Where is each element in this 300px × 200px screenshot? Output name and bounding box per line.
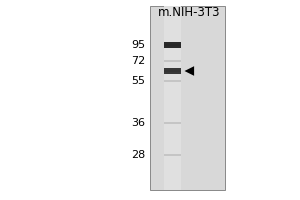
Bar — [164, 6, 181, 190]
Bar — [150, 6, 225, 190]
Bar — [164, 44, 181, 46]
Polygon shape — [184, 66, 194, 76]
Text: 95: 95 — [131, 40, 146, 50]
Bar — [164, 70, 181, 72]
Bar — [164, 154, 181, 156]
Text: 28: 28 — [131, 150, 146, 160]
Bar — [164, 43, 181, 47]
Text: 55: 55 — [131, 76, 146, 86]
Bar — [164, 80, 181, 82]
Bar — [164, 122, 181, 124]
Bar — [164, 60, 181, 62]
Text: m.NIH-3T3: m.NIH-3T3 — [158, 6, 220, 19]
Text: 36: 36 — [131, 118, 146, 128]
Bar — [164, 68, 181, 74]
Text: 72: 72 — [131, 56, 146, 66]
